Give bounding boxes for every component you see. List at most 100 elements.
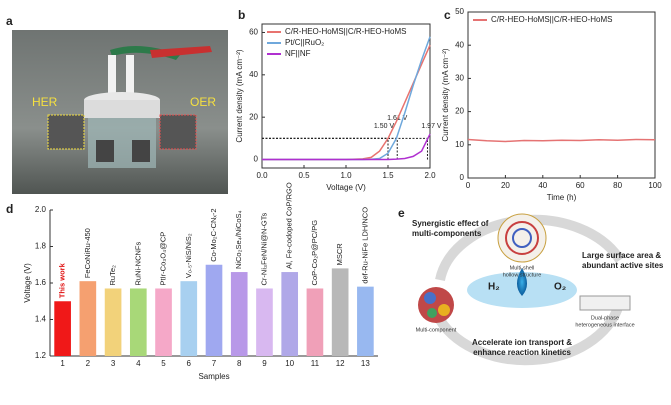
y-tick-label: 10 bbox=[455, 140, 464, 149]
atom bbox=[424, 292, 436, 304]
series-line bbox=[467, 138, 656, 143]
electrode bbox=[132, 140, 150, 162]
legend-label: C/R-HEO-HoMS||C/R-HEO-HoMS bbox=[491, 15, 613, 24]
shell-text: hollow structure bbox=[503, 272, 542, 278]
bar bbox=[357, 286, 374, 356]
bar bbox=[104, 288, 122, 356]
sample-name: NiCo₂Se₄/NiCoS₄ bbox=[234, 210, 243, 269]
y-axis-label: Voltage (V) bbox=[23, 263, 32, 303]
x-tick-label: 20 bbox=[501, 181, 510, 190]
y-axis-label: Current density (mA cm⁻²) bbox=[441, 48, 450, 141]
rod bbox=[108, 55, 116, 115]
x-tick-label: 11 bbox=[311, 359, 320, 368]
inset-oer bbox=[159, 114, 197, 150]
shell bbox=[512, 228, 532, 248]
clip bbox=[110, 46, 180, 60]
y-tick-label: 1.8 bbox=[35, 242, 47, 251]
y-tick-label: 60 bbox=[249, 28, 258, 37]
y-tick-label: 0 bbox=[254, 155, 259, 164]
x-tick-label: 1 bbox=[60, 359, 65, 368]
electrode bbox=[96, 140, 114, 162]
interface-text: heterogeneous interface bbox=[575, 322, 634, 328]
sample-name: PtIr-Co₃O₄@CP bbox=[159, 232, 168, 286]
bar bbox=[230, 272, 248, 356]
y-tick-label: 20 bbox=[249, 112, 258, 121]
y-tick-label: 20 bbox=[455, 107, 464, 116]
legend-label: Pt/C||RuO₂ bbox=[285, 38, 324, 47]
x-tick-label: 12 bbox=[336, 359, 345, 368]
x-tick-label: 4 bbox=[136, 359, 141, 368]
x-axis-label: Time (h) bbox=[547, 193, 577, 202]
sample-name: RuNi-NCNFs bbox=[133, 241, 142, 285]
x-tick-label: 2 bbox=[86, 359, 91, 368]
shell bbox=[505, 221, 539, 255]
sample-name: Cr-Ni₃FeN/Ni@N-GTs bbox=[259, 212, 268, 285]
x-axis-label: Samples bbox=[198, 372, 229, 381]
shell-text: Multi-shell bbox=[510, 265, 535, 271]
x-tick-label: 100 bbox=[648, 181, 662, 190]
y-tick-label: 0 bbox=[460, 173, 465, 182]
bar bbox=[331, 268, 349, 356]
transport-text: Accelerate ion transport & bbox=[472, 338, 572, 347]
y-tick-label: 2.0 bbox=[35, 205, 47, 214]
y-tick-label: 30 bbox=[455, 74, 464, 83]
x-tick-label: 0.5 bbox=[298, 171, 310, 180]
y-tick-label: 40 bbox=[249, 70, 258, 79]
x-tick-label: 0.0 bbox=[256, 171, 268, 180]
bar bbox=[79, 281, 97, 356]
surface-text: abundant active sites bbox=[582, 261, 664, 270]
bar bbox=[180, 281, 198, 356]
h2-label: H₂ bbox=[488, 282, 500, 293]
x-tick-label: 10 bbox=[285, 359, 294, 368]
x-tick-label: 7 bbox=[212, 359, 217, 368]
atom bbox=[438, 304, 450, 316]
interface-text: Dual-phase bbox=[591, 315, 619, 321]
x-tick-label: 80 bbox=[613, 181, 622, 190]
photo-panel: a HER OER bbox=[6, 14, 228, 194]
sample-name: MSCR bbox=[335, 243, 344, 266]
y-tick-label: 1.6 bbox=[35, 278, 47, 287]
sample-name: Al, Fe-codoped CoP/RGO bbox=[285, 182, 294, 269]
multi-component-ball bbox=[418, 287, 454, 323]
o2-label: O₂ bbox=[554, 282, 566, 293]
sample-name: def-Ru-NiFe LDH/NCO bbox=[360, 207, 369, 284]
x-tick-label: 6 bbox=[187, 359, 192, 368]
x-tick-label: 1.5 bbox=[382, 171, 394, 180]
series-line bbox=[262, 133, 431, 161]
sample-name: FeCoNiRu-450 bbox=[83, 228, 92, 278]
x-axis-label: Voltage (V) bbox=[326, 183, 366, 192]
atom bbox=[427, 308, 437, 318]
wire bbox=[150, 46, 212, 58]
sample-name: V₀.₅-NiS/NiS₂ bbox=[184, 233, 193, 278]
bar bbox=[281, 272, 299, 356]
y-tick-label: 1.2 bbox=[35, 351, 47, 360]
bar bbox=[129, 288, 147, 356]
plot-frame bbox=[467, 11, 656, 179]
diagram-panel: e Synergistic effect of multi-components… bbox=[398, 206, 664, 366]
sample-name: RuTe₂ bbox=[108, 265, 117, 286]
legend-label: C/R-HEO-HoMS||C/R-HEO-HoMS bbox=[285, 27, 407, 36]
bar bbox=[155, 288, 172, 356]
annotation: 1.97 V bbox=[421, 123, 442, 130]
x-tick-label: 8 bbox=[237, 359, 242, 368]
panel-label: a bbox=[6, 14, 13, 28]
x-tick-label: 0 bbox=[466, 181, 471, 190]
series-line bbox=[262, 44, 431, 161]
x-tick-label: 1.0 bbox=[340, 171, 352, 180]
x-tick-label: 2.0 bbox=[424, 171, 436, 180]
sample-name: This work bbox=[58, 262, 67, 298]
transport-text: enhance reaction kinetics bbox=[473, 348, 571, 357]
cycle-arrow bbox=[435, 298, 625, 366]
x-tick-label: 9 bbox=[262, 359, 267, 368]
synergy-text: Synergistic effect of bbox=[412, 219, 489, 228]
cap-body bbox=[84, 100, 160, 118]
sample-name: CoP-Co₂P@PC/PG bbox=[310, 220, 319, 286]
synergy-text: multi-components bbox=[412, 229, 482, 238]
y-axis-label: Current density (mA cm⁻²) bbox=[235, 49, 244, 142]
x-tick-label: 40 bbox=[538, 181, 547, 190]
her-label: HER bbox=[32, 95, 58, 109]
sample-name: Co-Mo₂C-CNₓ-2 bbox=[209, 208, 218, 261]
annotation: 1.50 V bbox=[374, 123, 395, 130]
bar bbox=[205, 264, 223, 356]
